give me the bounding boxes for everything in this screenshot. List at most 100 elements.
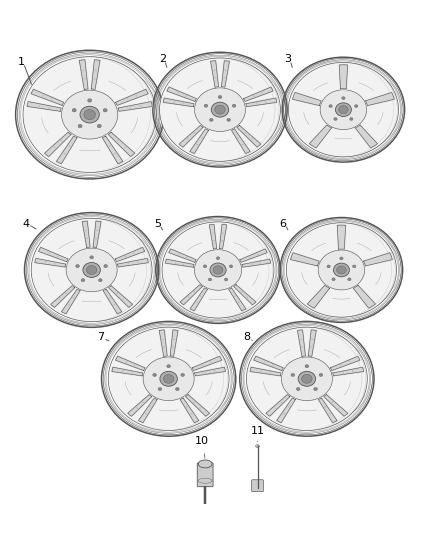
Text: 6: 6 <box>279 219 286 229</box>
Ellipse shape <box>327 265 330 268</box>
Text: 4: 4 <box>22 219 30 229</box>
Polygon shape <box>250 367 281 376</box>
Text: 2: 2 <box>159 54 166 64</box>
Ellipse shape <box>230 265 233 268</box>
Ellipse shape <box>348 278 351 281</box>
Ellipse shape <box>337 266 346 274</box>
Ellipse shape <box>108 327 229 431</box>
Polygon shape <box>112 367 143 376</box>
Polygon shape <box>190 129 208 154</box>
Ellipse shape <box>158 387 162 391</box>
Polygon shape <box>254 356 283 370</box>
Ellipse shape <box>215 105 225 114</box>
FancyBboxPatch shape <box>197 463 213 487</box>
Ellipse shape <box>305 365 309 368</box>
Polygon shape <box>35 259 66 267</box>
Ellipse shape <box>84 110 95 119</box>
Polygon shape <box>170 330 178 356</box>
Polygon shape <box>231 129 250 154</box>
Polygon shape <box>366 92 394 106</box>
Ellipse shape <box>340 257 343 260</box>
Text: 8: 8 <box>244 332 251 342</box>
Polygon shape <box>103 289 122 314</box>
Polygon shape <box>308 330 316 356</box>
Ellipse shape <box>350 118 353 120</box>
Polygon shape <box>211 61 219 87</box>
Ellipse shape <box>232 104 236 107</box>
Ellipse shape <box>81 279 85 282</box>
Ellipse shape <box>288 62 399 157</box>
Ellipse shape <box>319 373 323 376</box>
Ellipse shape <box>314 387 318 391</box>
Ellipse shape <box>255 445 259 448</box>
Polygon shape <box>91 60 100 90</box>
Polygon shape <box>82 221 90 247</box>
Polygon shape <box>180 285 202 305</box>
Ellipse shape <box>31 219 152 321</box>
Ellipse shape <box>97 124 101 128</box>
Ellipse shape <box>334 118 337 120</box>
Polygon shape <box>297 330 305 356</box>
Polygon shape <box>128 394 152 416</box>
Polygon shape <box>159 330 167 356</box>
Ellipse shape <box>211 102 229 117</box>
Ellipse shape <box>247 327 367 431</box>
Ellipse shape <box>72 108 76 112</box>
Polygon shape <box>240 249 267 262</box>
Ellipse shape <box>162 222 274 318</box>
Polygon shape <box>244 87 273 101</box>
Ellipse shape <box>329 104 332 108</box>
Ellipse shape <box>163 374 174 383</box>
Ellipse shape <box>333 263 350 277</box>
Polygon shape <box>31 89 64 106</box>
FancyBboxPatch shape <box>251 480 263 491</box>
Polygon shape <box>118 102 152 111</box>
Ellipse shape <box>297 387 300 391</box>
Ellipse shape <box>342 96 345 100</box>
Ellipse shape <box>320 90 367 130</box>
Polygon shape <box>179 125 203 147</box>
Polygon shape <box>194 367 226 376</box>
Ellipse shape <box>286 223 396 317</box>
Ellipse shape <box>339 106 348 114</box>
Ellipse shape <box>153 373 156 376</box>
Ellipse shape <box>80 106 99 123</box>
Text: 1: 1 <box>18 57 25 67</box>
Polygon shape <box>364 253 392 266</box>
Polygon shape <box>246 98 277 107</box>
Polygon shape <box>290 253 319 266</box>
Ellipse shape <box>88 99 92 102</box>
Polygon shape <box>109 286 133 308</box>
Polygon shape <box>339 65 348 89</box>
Polygon shape <box>117 259 148 267</box>
Polygon shape <box>108 132 135 157</box>
Polygon shape <box>116 356 145 370</box>
Ellipse shape <box>353 265 356 268</box>
Ellipse shape <box>213 266 223 274</box>
Ellipse shape <box>99 279 102 282</box>
Polygon shape <box>39 247 68 262</box>
Polygon shape <box>234 285 256 305</box>
Ellipse shape <box>302 374 312 383</box>
Polygon shape <box>138 398 157 423</box>
Ellipse shape <box>103 108 107 112</box>
Polygon shape <box>27 102 61 111</box>
Ellipse shape <box>281 357 332 401</box>
Ellipse shape <box>159 58 280 161</box>
Text: 7: 7 <box>98 332 105 342</box>
Ellipse shape <box>160 372 177 386</box>
Polygon shape <box>318 398 337 423</box>
Polygon shape <box>333 367 364 376</box>
Ellipse shape <box>336 103 351 117</box>
Polygon shape <box>337 225 346 249</box>
Polygon shape <box>166 259 194 267</box>
Ellipse shape <box>78 124 82 128</box>
Text: 10: 10 <box>195 436 209 446</box>
Polygon shape <box>307 285 329 308</box>
Ellipse shape <box>90 256 93 259</box>
Ellipse shape <box>104 264 108 268</box>
Polygon shape <box>190 288 207 311</box>
Ellipse shape <box>216 257 220 260</box>
Polygon shape <box>167 87 197 101</box>
Polygon shape <box>45 132 71 157</box>
